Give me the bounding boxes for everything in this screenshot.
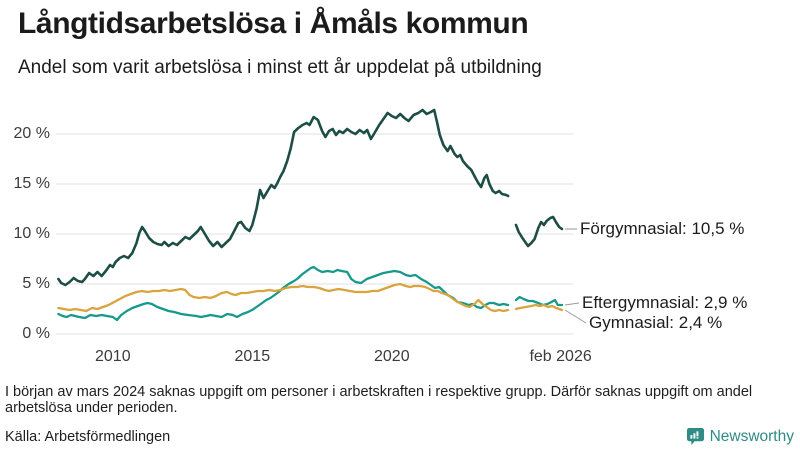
source-row: Källa: Arbetsförmedlingen Newsworthy: [5, 427, 794, 446]
y-tick-label-0: 0 %: [22, 325, 50, 342]
x-tick-label-2015: 2015: [234, 348, 271, 365]
y-tick-label-20: 20 %: [13, 125, 50, 142]
source-text: Källa: Arbetsförmedlingen: [5, 428, 171, 445]
newsworthy-logo[interactable]: Newsworthy: [686, 427, 794, 446]
label-connector-eftergymnasial: [564, 302, 580, 306]
y-tick-label-5: 5 %: [22, 275, 50, 292]
footnote-text: I början av mars 2024 saknas uppgift om …: [5, 384, 753, 416]
series-label-gymnasial: Gymnasial: 2,4 %: [589, 313, 723, 332]
y-tick-label-10: 10 %: [13, 225, 50, 242]
chart-subtitle: Andel som varit arbetslösa i minst ett å…: [18, 57, 542, 78]
series-line-gymnasial: [514, 303, 564, 312]
x-tick-label-feb-2026: feb 2026: [529, 348, 592, 365]
series-line-förgymnasial: [57, 108, 510, 287]
label-connector-gymnasial: [564, 309, 587, 324]
x-tick-label-2020: 2020: [374, 348, 410, 365]
newsworthy-icon: [686, 427, 704, 446]
series-line-eftergymnasial: [57, 265, 510, 322]
series-line-eftergymnasial: [514, 295, 564, 307]
series-label-förgymnasial: Förgymnasial: 10,5 %: [580, 219, 745, 238]
brand-name: Newsworthy: [709, 427, 794, 445]
series-line-förgymnasial: [514, 215, 564, 248]
x-tick-label-2010: 2010: [95, 348, 131, 365]
y-tick-label-15: 15 %: [13, 175, 50, 192]
page-title: Långtidsarbetslösa i Åmåls kommun: [18, 7, 529, 40]
series-line-gymnasial: [57, 282, 510, 313]
series-label-eftergymnasial: Eftergymnasial: 2,9 %: [582, 293, 748, 312]
